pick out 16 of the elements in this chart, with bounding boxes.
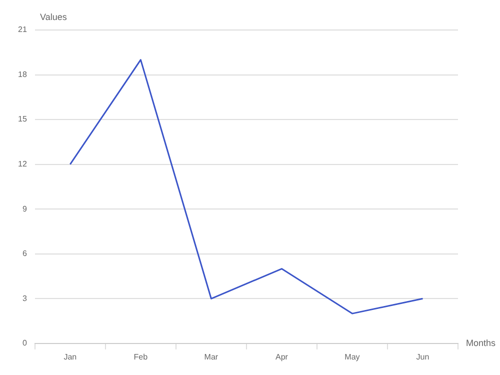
x-tick-label: May bbox=[344, 352, 360, 362]
y-axis-title: Values bbox=[40, 12, 68, 22]
y-tick-label: 0 bbox=[22, 338, 28, 348]
y-tick-label: 3 bbox=[22, 294, 28, 303]
y-tick-label: 18 bbox=[18, 70, 28, 79]
y-tick-label: 15 bbox=[18, 114, 28, 124]
x-tick-label: Mar bbox=[204, 352, 218, 362]
x-axis-title: Months bbox=[466, 338, 496, 348]
y-tick-label: 9 bbox=[22, 204, 28, 214]
y-tick-label: 12 bbox=[18, 160, 28, 169]
x-tick-label: Apr bbox=[275, 352, 288, 362]
y-tick-label: 21 bbox=[18, 25, 28, 34]
x-tick-label: Jan bbox=[64, 352, 77, 362]
y-tick-label: 6 bbox=[22, 249, 28, 258]
x-tick-label: Feb bbox=[134, 352, 148, 362]
x-tick-label: Jun bbox=[416, 352, 430, 362]
